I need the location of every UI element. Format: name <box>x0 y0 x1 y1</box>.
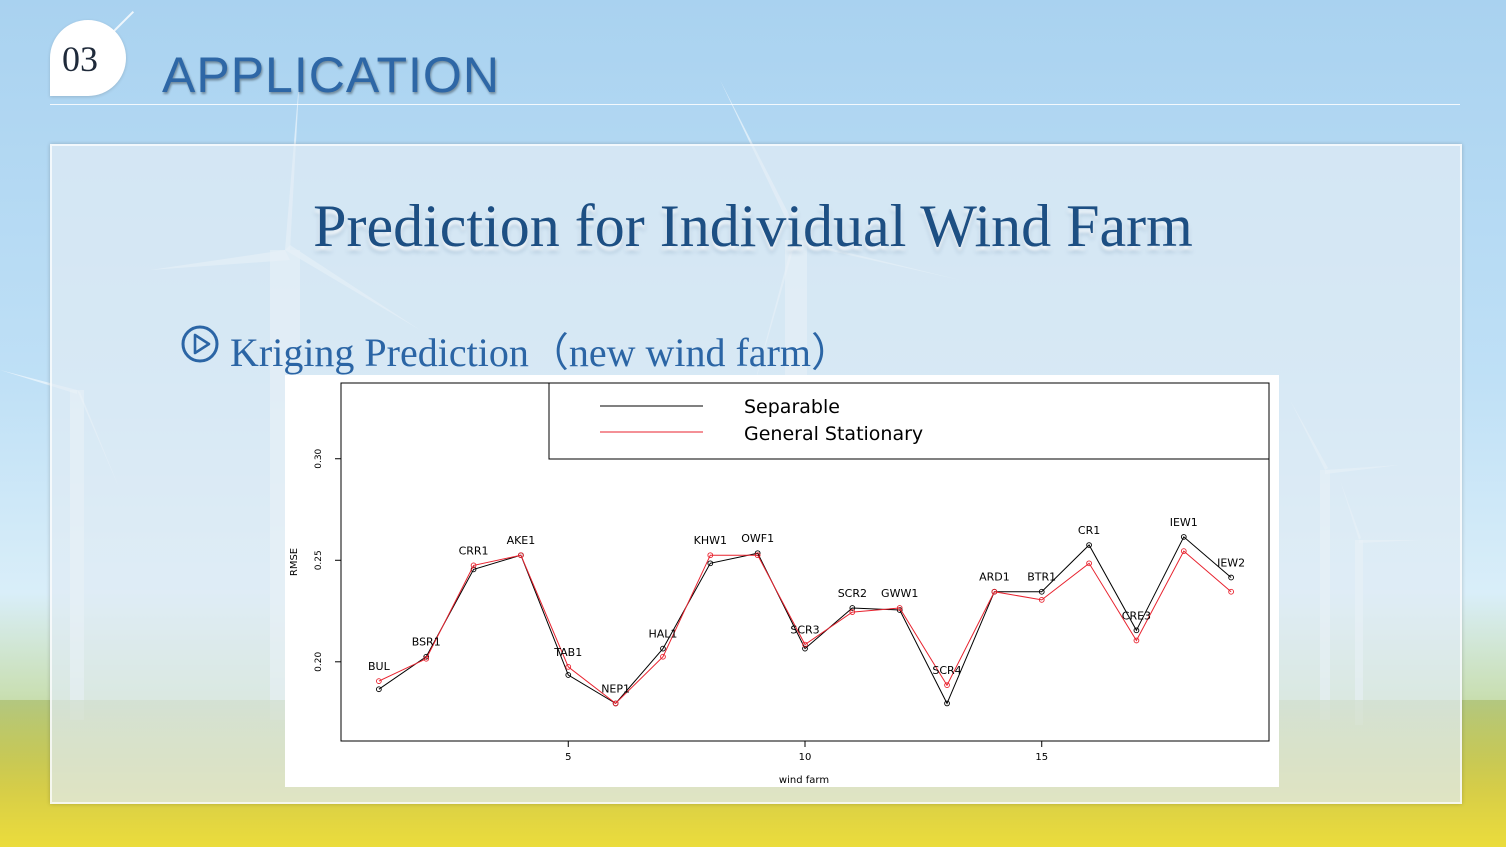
series-1-point-9 <box>802 641 808 648</box>
point-label-bul: BUL <box>368 660 391 673</box>
section-title: APPLICATION <box>162 47 500 103</box>
legend-label-general: General Stationary <box>744 423 923 445</box>
y-axis-title: RMSE <box>289 548 300 576</box>
point-label-iew1: IEW1 <box>1170 516 1198 529</box>
point-label-khw1: KHW1 <box>694 534 727 547</box>
y-tick-label-2: 0.30 <box>314 448 324 468</box>
point-label-nep1: NEP1 <box>601 682 630 695</box>
series-1-point-6 <box>660 653 666 660</box>
point-label-scr2: SCR2 <box>838 587 867 600</box>
point-label-tab1: TAB1 <box>553 646 582 659</box>
point-labels-layer: BUL BSR1 CRR1 AKE1 TAB1 NEP1 HAL1 KHW1 OWF1 SCR3 S… <box>368 516 1245 696</box>
series-1-point-12 <box>944 682 950 689</box>
series-1-point-11 <box>896 605 903 611</box>
series-1-point-7 <box>707 552 714 559</box>
series-0-point-4 <box>565 672 572 678</box>
series-1-point-4 <box>565 664 572 670</box>
point-label-ard1: ARD1 <box>979 571 1010 584</box>
slide-title: Prediction for Individual Wind Farm <box>313 193 1193 259</box>
series-1-point-14 <box>1038 597 1045 603</box>
series-1-point-0 <box>376 678 382 684</box>
series-0-point-17 <box>1180 534 1187 540</box>
series-1-point-16 <box>1133 637 1140 644</box>
point-label-hal1: HAL1 <box>648 628 677 641</box>
series-0-point-6 <box>660 645 666 652</box>
x-axis-title: wind farm <box>779 775 829 786</box>
point-label-scr4: SCR4 <box>932 664 961 677</box>
series-1-point-5 <box>612 700 619 707</box>
rmse-chart: Separable General Stationary wind farm R… <box>285 375 1279 787</box>
x-tick-label-15: 15 <box>1035 752 1048 763</box>
x-tick-label-10: 10 <box>799 752 812 763</box>
point-label-owf1: OWF1 <box>741 532 774 545</box>
chart-svg: Separable General Stationary wind farm R… <box>289 382 1270 786</box>
series-1-point-17 <box>1180 548 1187 554</box>
point-label-cr1: CR1 <box>1078 524 1100 537</box>
series-1-point-2 <box>470 562 477 569</box>
series-0-point-9 <box>802 645 808 652</box>
series-1-point-8 <box>754 552 761 559</box>
series-1-point-15 <box>1086 560 1092 567</box>
point-label-cre3: CRE3 <box>1122 609 1151 622</box>
legend-label-separable: Separable <box>744 396 840 418</box>
point-label-ake1: AKE1 <box>507 534 536 547</box>
slide-subtitle: Kriging Prediction（new wind farm） <box>230 330 851 375</box>
point-label-bsr1: BSR1 <box>412 636 441 649</box>
series-line-1 <box>378 550 1232 705</box>
point-label-scr3: SCR3 <box>790 624 819 637</box>
series-1-point-3 <box>518 552 524 559</box>
point-label-btr1: BTR1 <box>1027 571 1056 584</box>
series-1-point-18 <box>1228 588 1234 595</box>
point-label-crr1: CRR1 <box>459 544 489 557</box>
series-0-point-15 <box>1086 542 1092 548</box>
series-1-point-13 <box>991 588 998 595</box>
section-number: 03 <box>62 39 98 79</box>
axes-layer: 5 10 15 0.20 0.25 0.30 <box>314 448 1048 763</box>
x-tick-label-5: 5 <box>565 752 571 763</box>
series-0-point-12 <box>944 700 950 707</box>
point-label-iew2: IEW2 <box>1217 557 1245 570</box>
point-label-gww1: GWW1 <box>881 587 918 600</box>
series-0-point-7 <box>707 560 714 567</box>
y-tick-label-1: 0.25 <box>314 550 324 570</box>
legend-box <box>548 382 1270 460</box>
series-1-point-1 <box>423 655 430 662</box>
series-0-point-10 <box>849 605 856 611</box>
series-line-0 <box>378 536 1232 705</box>
y-tick-label-0: 0.20 <box>314 652 324 672</box>
series-layer <box>376 534 1234 707</box>
series-0-point-0 <box>376 686 382 693</box>
header-divider <box>50 104 1460 105</box>
series-0-point-18 <box>1228 574 1234 581</box>
play-circle-icon <box>181 325 219 363</box>
series-0-point-16 <box>1133 627 1140 634</box>
series-0-point-14 <box>1038 588 1045 595</box>
series-1-point-10 <box>849 609 856 615</box>
